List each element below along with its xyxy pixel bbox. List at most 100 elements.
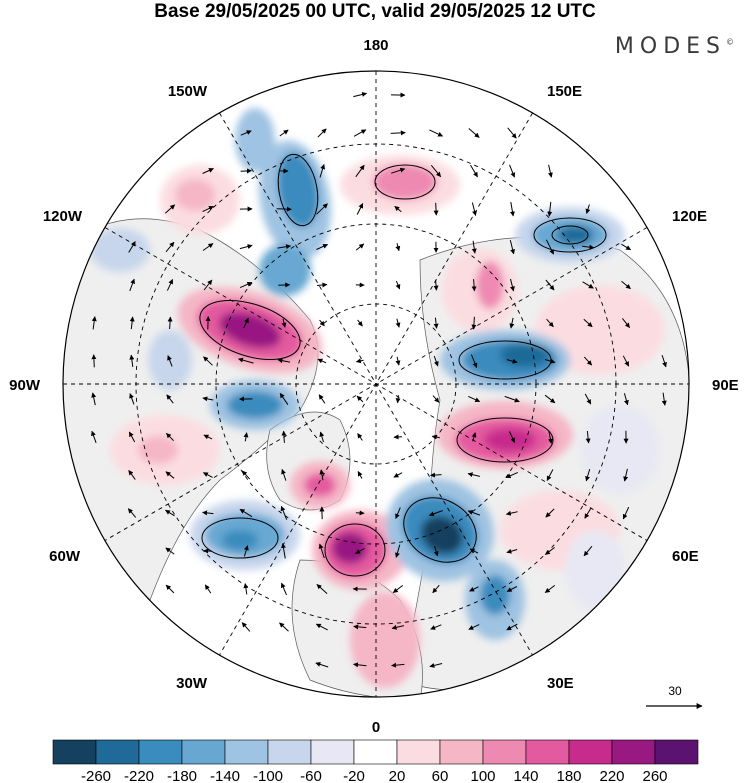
wind-arrow [165,584,175,594]
brand-name: MODES [614,34,726,59]
wind-arrow [353,129,367,137]
contour-lines [199,153,607,577]
anomaly-fill [420,515,464,555]
wind-arrow [430,624,442,630]
anomaly-fill [476,261,504,309]
wind-arrow [546,318,554,328]
wind-arrow [506,358,518,364]
map-title: Base 29/05/2025 00 UTC, valid 29/05/2025… [154,1,596,22]
lon-label-60e: 60E [672,548,699,565]
wind-arrow [661,354,667,368]
copyright-mark: © [726,37,734,47]
wind-arrow [166,432,174,442]
wind-arrow [279,129,289,137]
contour-line [199,300,301,360]
anomaly-fill [557,226,593,244]
wind-arrow [471,316,477,330]
wind-arrow [315,623,328,631]
wind-arrow [584,507,592,519]
legend-tick-label: -140 [210,768,240,783]
wind-arrow [509,317,515,329]
wind-arrow [316,203,328,215]
legend-swatch [654,739,699,765]
brand-logo: MODES© [615,34,734,59]
contour-line [374,164,436,200]
wind-arrow [547,201,553,217]
contour-line [277,153,319,227]
legend-swatch [568,739,613,765]
wind-arrow [204,584,212,594]
wind-arrow [509,201,515,217]
wind-arrow [506,548,518,554]
legend-tick-label: -180 [167,768,197,783]
wind-arrow [165,471,175,479]
wind-arrow [166,278,174,291]
anomaly-fill [219,311,281,349]
wind-arrow [281,543,286,559]
wind-arrow [468,395,481,403]
wind-arrow [469,548,479,554]
legend-swatch [181,739,226,765]
legend-tick-label: -60 [300,768,322,783]
wind-arrow [433,545,439,557]
wind-arrow [91,316,97,330]
graticule [63,71,689,697]
contour-line [324,523,386,577]
wind-arrow [395,507,401,519]
wind-arrow [202,472,213,478]
wind-arrow [623,468,629,482]
legend-tick-label: 60 [432,768,449,783]
wind-arrow [202,205,214,213]
wind-vectors [91,92,667,668]
anomaly-fill [500,343,550,367]
wind-arrow [165,509,175,517]
wind-arrow [392,585,404,593]
legend-tick-label: 100 [470,768,495,783]
wind-arrow [353,624,367,630]
wind-arrow [276,206,292,212]
wind-arrow [621,243,632,251]
wind-arrow [394,205,402,213]
wind-arrow [202,243,214,251]
color-legend [52,739,699,765]
wind-arrow [467,510,481,516]
wind-arrow [167,316,173,330]
wind-arrow [315,662,329,668]
wind-arrow [621,280,631,290]
contour-line [201,517,279,559]
wind-arrow [504,395,520,403]
wind-arrow [165,241,175,253]
wind-arrow [546,469,554,481]
wind-arrow [316,244,329,250]
wind-arrow [243,545,249,557]
wind-arrow [91,354,97,368]
legend-tick-label: -20 [343,768,365,783]
wind-arrow [585,468,591,482]
legend-swatch [525,739,570,765]
wind-arrow [545,279,555,291]
anomaly-fill [222,530,258,550]
anomaly-fill [227,391,283,419]
wind-arrow [583,545,593,557]
wind-arrow [430,472,442,478]
wind-arrow [429,662,443,668]
legend-tick-label: 260 [642,768,667,783]
anomaly-fill [259,244,311,296]
wind-arrow [167,355,173,367]
wind-arrow [277,358,291,364]
wind-arrow [432,584,440,594]
wind-arrow [433,317,439,329]
legend-tick-label: 20 [389,768,406,783]
wind-arrow [547,164,553,178]
anomaly-fill [350,592,420,688]
wind-arrow [317,128,327,138]
legend-swatch [52,739,97,765]
wind-arrow [430,164,442,178]
wind-arrow [241,470,251,480]
wind-arrow [395,280,401,290]
contour-line [533,217,607,253]
wind-arrow [583,318,593,328]
legend-swatch [224,739,269,765]
anomaly-fill [175,179,215,211]
legend-swatch [396,739,441,765]
